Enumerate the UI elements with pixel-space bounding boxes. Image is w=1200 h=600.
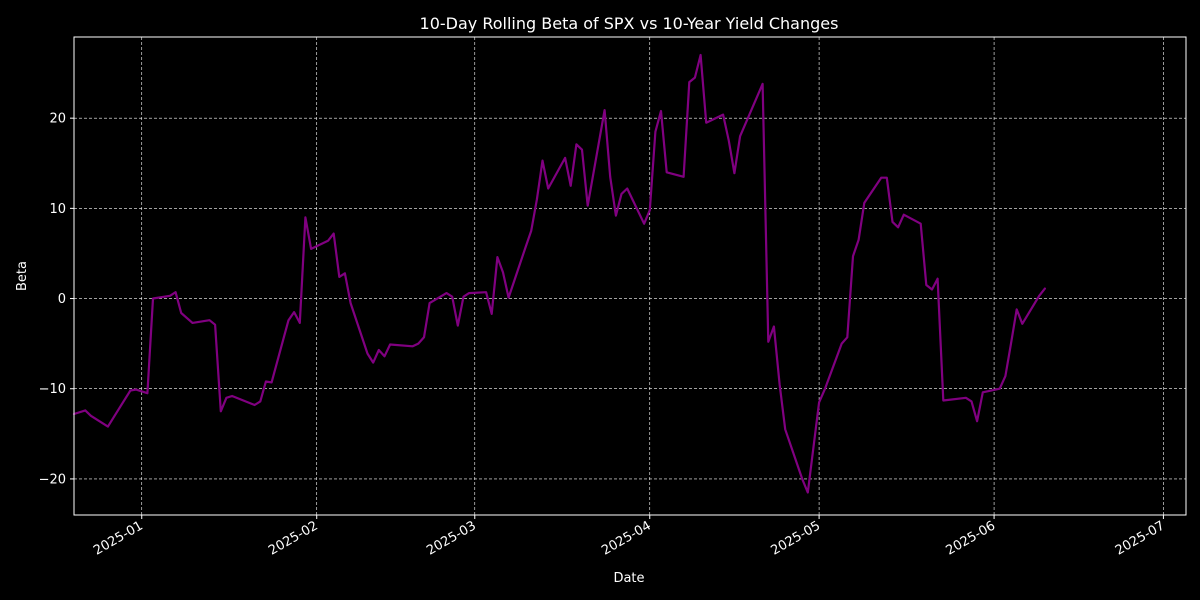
beta-series-line — [72, 53, 1047, 494]
x-axis-label: Date — [613, 571, 644, 586]
y-tick-label: −20 — [39, 472, 66, 487]
y-axis-ticks: −20 −10 0 10 20 — [39, 112, 74, 487]
y-tick-label: 10 — [49, 202, 66, 217]
y-tick-label: 0 — [58, 292, 66, 307]
series-group — [72, 53, 1047, 494]
chart-title: 10-Day Rolling Beta of SPX vs 10-Year Yi… — [420, 14, 839, 33]
y-tick-label: 20 — [49, 112, 66, 127]
plot-area-frame — [73, 36, 1187, 516]
y-axis-label: Beta — [15, 261, 30, 291]
y-tick-label: −10 — [39, 382, 66, 397]
